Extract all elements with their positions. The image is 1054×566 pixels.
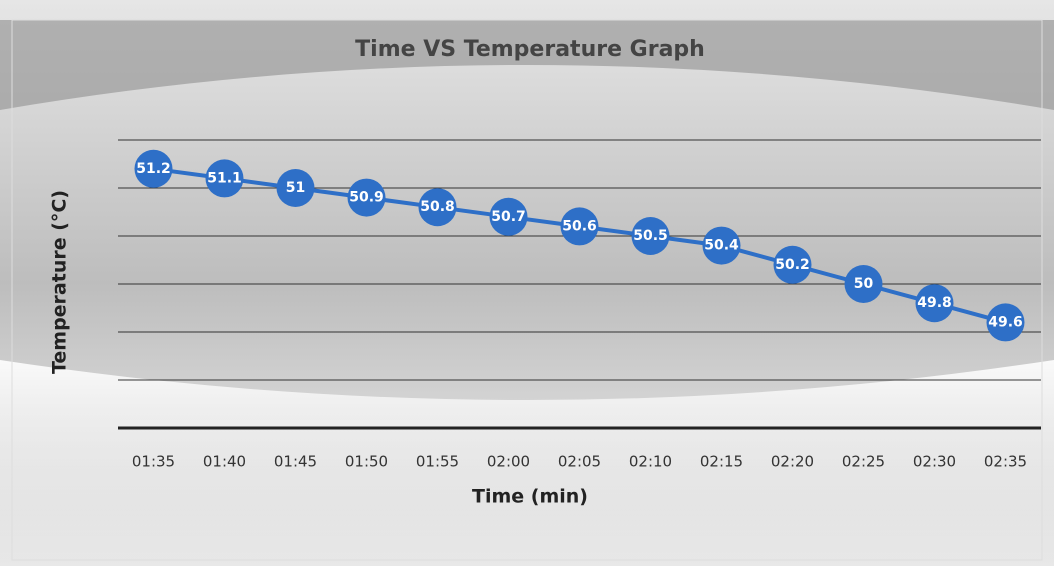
x-tick-label: 01:35	[132, 453, 175, 471]
x-tick-label: 02:20	[771, 453, 814, 471]
data-label: 50.7	[491, 209, 526, 225]
data-label: 50.5	[633, 228, 668, 244]
chart-border	[11, 19, 1043, 561]
data-point	[844, 265, 883, 303]
data-point	[560, 207, 599, 246]
data-label: 51	[286, 180, 305, 196]
data-label: 50.8	[420, 199, 455, 215]
chart-title: Time VS Temperature Graph	[355, 37, 705, 62]
x-tick-label: 02:30	[913, 453, 956, 471]
data-label: 50.2	[775, 257, 810, 273]
background-shape	[0, 20, 1054, 110]
x-tick-label: 01:40	[203, 453, 246, 471]
data-label: 50.6	[562, 218, 597, 234]
y-axis-label: Temperature (°C)	[49, 190, 71, 374]
x-tick-label: 02:15	[700, 453, 743, 471]
data-point	[773, 245, 812, 284]
data-point	[915, 284, 954, 323]
x-axis-label: Time (min)	[472, 486, 588, 508]
data-point	[347, 178, 386, 217]
data-point	[702, 226, 741, 265]
data-point	[631, 217, 670, 255]
x-tick-label: 01:55	[416, 453, 459, 471]
data-point	[489, 197, 528, 236]
x-tick-label: 02:10	[629, 453, 672, 471]
data-label: 51.1	[207, 170, 242, 186]
data-label: 49.8	[917, 295, 952, 311]
x-tick-label: 01:50	[345, 453, 388, 471]
x-tick-label: 02:05	[558, 453, 601, 471]
data-label: 50	[854, 276, 874, 292]
data-point	[418, 188, 457, 227]
data-label: 51.2	[136, 161, 171, 177]
data-point	[986, 303, 1025, 342]
x-tick-label: 02:00	[487, 453, 530, 471]
x-tick-label: 02:25	[842, 453, 885, 471]
data-point	[205, 159, 244, 198]
data-point	[276, 169, 315, 207]
data-point	[134, 149, 173, 188]
data-label: 50.4	[704, 238, 739, 254]
x-tick-label: 01:45	[274, 453, 317, 471]
data-label: 50.9	[349, 190, 384, 206]
background-shape	[0, 360, 1054, 566]
x-tick-label: 02:35	[984, 453, 1027, 471]
data-label: 49.6	[988, 314, 1023, 330]
